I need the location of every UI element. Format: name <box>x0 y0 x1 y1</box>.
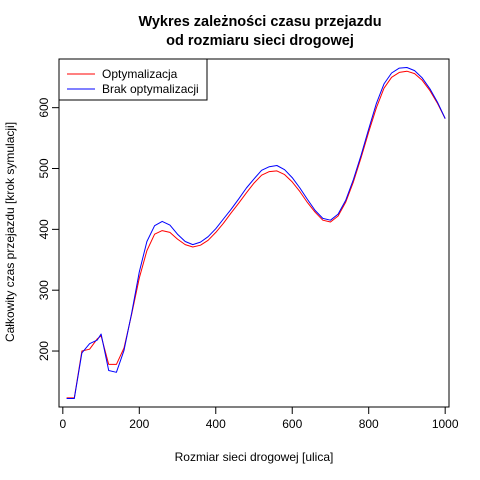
x-tick-label: 600 <box>282 417 302 431</box>
series-line-brak-optymalizacji <box>66 67 446 399</box>
legend-label-brak-optymalizacji: Brak optymalizacji <box>102 82 199 96</box>
x-tick-label: 1000 <box>432 417 459 431</box>
y-tick-label: 200 <box>37 341 51 361</box>
y-tick-label: 300 <box>37 280 51 300</box>
legend-label-optymalizacja: Optymalizacja <box>102 67 178 81</box>
chart-title-line-1: Wykres zależności czasu przejazdu <box>138 14 381 30</box>
legend-box <box>58 58 208 101</box>
chart-title-line-2: od rozmiaru sieci drogowej <box>166 33 354 49</box>
y-axis: 200 300 400 500 600 <box>37 97 60 361</box>
y-tick-label: 400 <box>37 219 51 239</box>
x-tick-label: 0 <box>59 417 66 431</box>
legend: Optymalizacja Brak optymalizacji <box>58 58 208 101</box>
x-axis-label: Rozmiar sieci drogowej [ulica] <box>175 450 334 464</box>
series-line-optymalizacja <box>66 70 446 399</box>
x-tick-label: 400 <box>206 417 226 431</box>
plot-frame <box>58 58 450 408</box>
y-tick-label: 500 <box>37 158 51 178</box>
x-tick-label: 800 <box>359 417 379 431</box>
x-tick-label: 200 <box>129 417 149 431</box>
y-tick-label: 600 <box>37 97 51 117</box>
series-layer <box>66 67 446 399</box>
y-axis-label: Całkowity czas przejazdu [krok symulacji… <box>3 122 17 342</box>
x-axis: 0 200 400 600 800 1000 <box>59 406 459 431</box>
